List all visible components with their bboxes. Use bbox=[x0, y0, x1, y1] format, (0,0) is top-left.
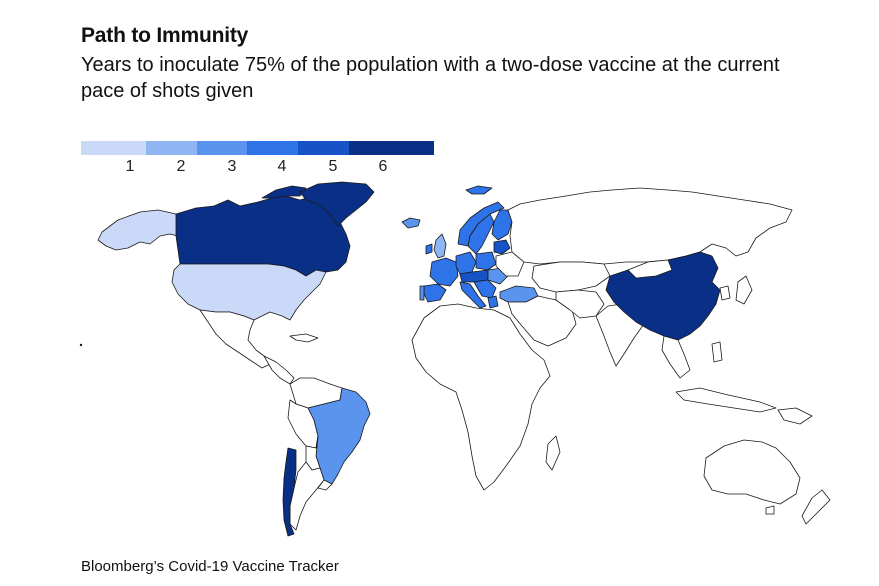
region-finland bbox=[491, 209, 513, 241]
legend-swatch-4 bbox=[247, 141, 298, 155]
region-uruguay bbox=[317, 479, 333, 491]
region-africa bbox=[411, 303, 551, 491]
region-united-states bbox=[171, 263, 327, 321]
world-map bbox=[79, 181, 831, 537]
region-papua bbox=[777, 407, 813, 425]
legend-swatch-6 bbox=[349, 141, 434, 155]
legend-tick-3: 3 bbox=[227, 158, 237, 175]
region-philippines bbox=[711, 341, 723, 363]
region-greece bbox=[487, 295, 499, 309]
region-baltics bbox=[493, 239, 511, 255]
region-greenland bbox=[299, 181, 375, 227]
region-australia bbox=[703, 439, 801, 505]
chart-subtitle: Years to inoculate 75% of the population… bbox=[81, 54, 780, 102]
region-new-zealand bbox=[801, 489, 831, 525]
region-mexico bbox=[199, 309, 271, 369]
region-italy bbox=[459, 281, 487, 309]
region-france bbox=[429, 257, 459, 287]
legend-swatch-5 bbox=[298, 141, 349, 155]
region-canada-arctic bbox=[261, 185, 307, 199]
region-hawaii bbox=[79, 343, 83, 347]
region-korea bbox=[719, 285, 731, 301]
region-chile bbox=[282, 447, 297, 537]
region-svalbard bbox=[465, 185, 493, 195]
legend-swatch-3 bbox=[197, 141, 247, 155]
region-central-america bbox=[263, 355, 295, 385]
chart-title: Path to Immunity bbox=[81, 24, 249, 47]
region-caribbean bbox=[289, 333, 319, 343]
color-legend: 1 2 3 4 5 6 bbox=[81, 141, 434, 181]
legend-tick-2: 2 bbox=[176, 158, 186, 175]
region-spain bbox=[423, 283, 447, 303]
region-alaska bbox=[97, 209, 179, 251]
region-ireland bbox=[425, 243, 433, 255]
region-poland bbox=[475, 251, 497, 271]
legend-tick-6: 6 bbox=[378, 158, 388, 175]
legend-tick-5: 5 bbox=[328, 158, 338, 175]
region-southeast-asia bbox=[661, 335, 691, 379]
region-japan bbox=[735, 275, 753, 305]
region-tasmania bbox=[765, 505, 775, 515]
region-portugal bbox=[419, 285, 425, 301]
region-mongolia bbox=[627, 259, 673, 279]
legend-tick-1: 1 bbox=[125, 158, 135, 175]
region-germany bbox=[455, 251, 477, 275]
legend-swatch-2 bbox=[146, 141, 197, 155]
region-indonesia bbox=[675, 387, 777, 413]
legend-tick-4: 4 bbox=[277, 158, 287, 175]
region-iceland bbox=[401, 217, 421, 229]
region-balkans bbox=[473, 279, 497, 299]
region-central-asia bbox=[531, 261, 611, 293]
region-united-kingdom bbox=[433, 233, 447, 259]
region-middle-east bbox=[507, 295, 577, 347]
source-note: Bloomberg’s Covid-19 Vaccine Tracker bbox=[81, 558, 339, 575]
region-madagascar bbox=[545, 435, 561, 471]
region-russia bbox=[507, 187, 793, 265]
legend-swatch-1 bbox=[81, 141, 146, 155]
